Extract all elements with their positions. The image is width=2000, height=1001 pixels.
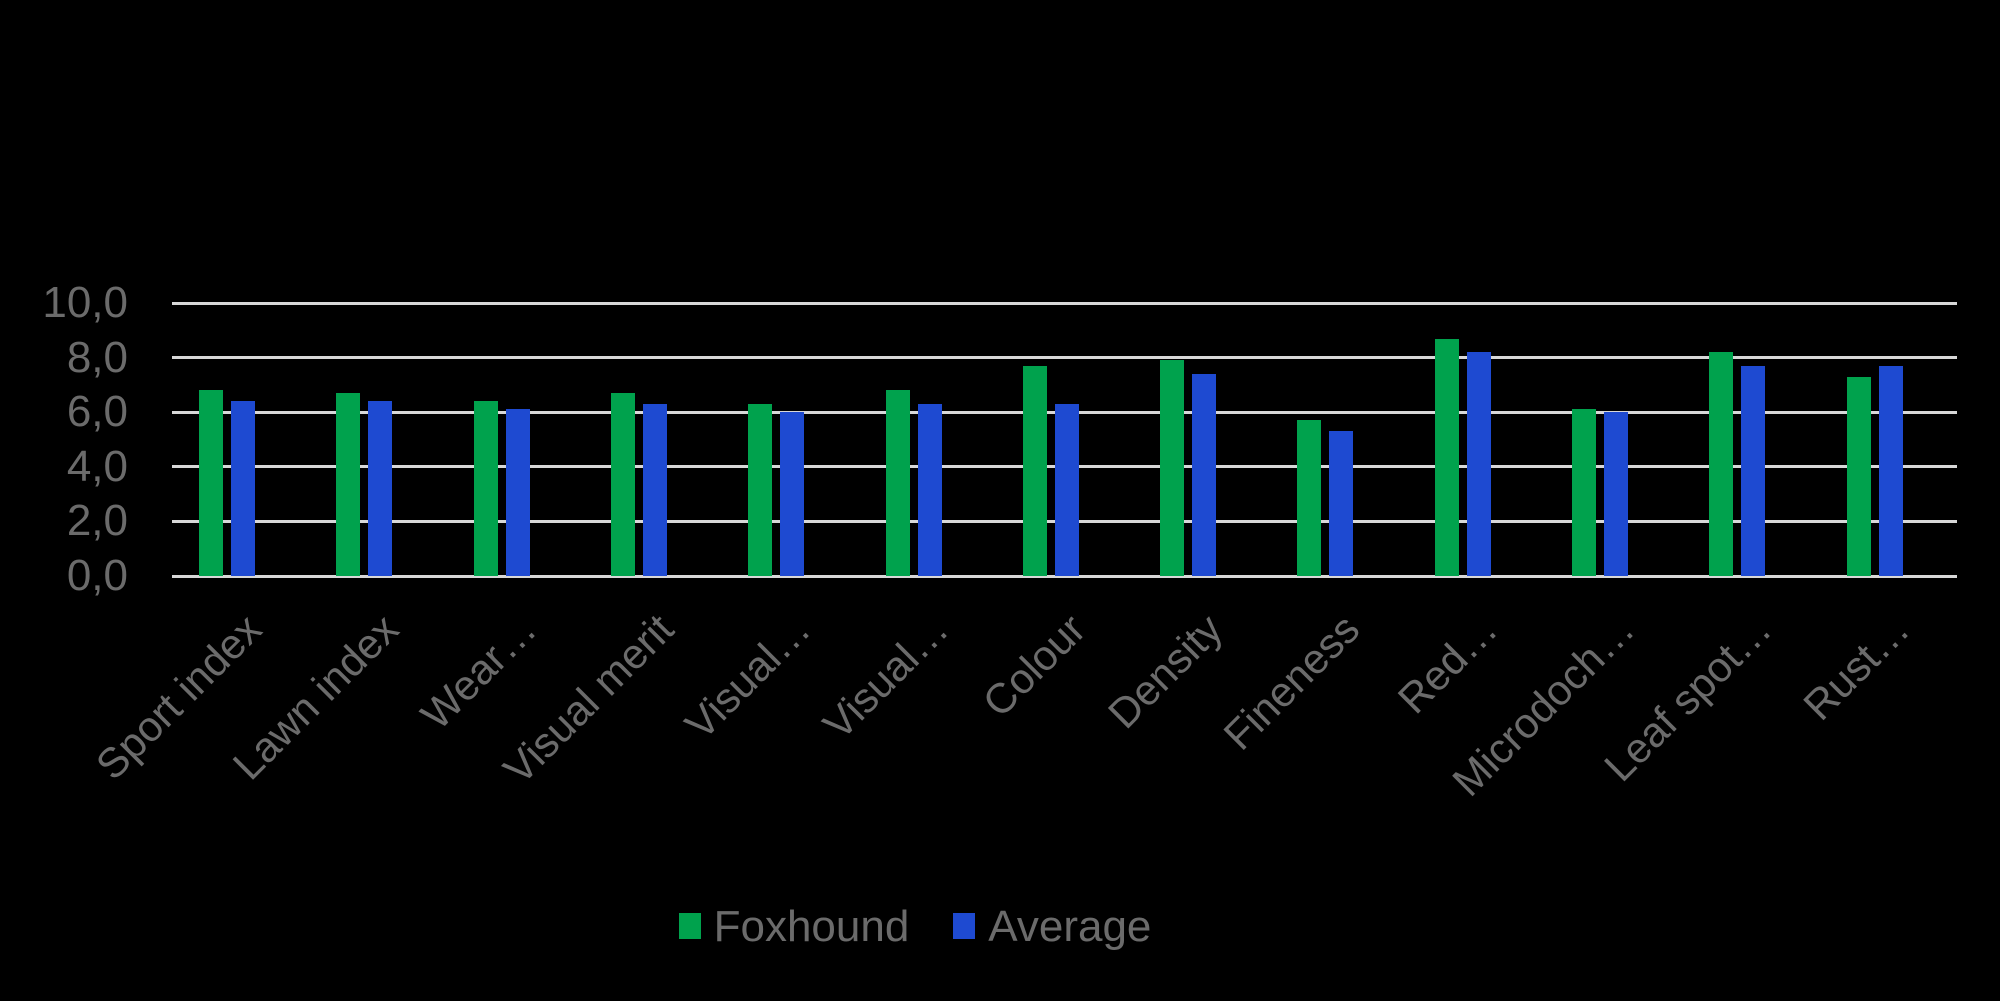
x-tick-label-fineness: Fineness	[1214, 605, 1369, 759]
x-tick-label-visual: Visual…	[813, 605, 957, 749]
bar-foxhound-leaf-spot	[1709, 352, 1734, 576]
bar-foxhound-visual-merit	[610, 393, 635, 576]
y-tick-label: 8,0	[66, 332, 128, 382]
legend-swatch-foxhound	[678, 913, 701, 939]
x-tick-label-sport-index: Sport index	[86, 605, 271, 789]
bar-foxhound-visual	[885, 390, 910, 576]
bar-average-colour	[1054, 404, 1079, 576]
gridline-8,0	[172, 356, 1957, 360]
gridline-0,0	[172, 574, 1957, 578]
legend-item-average: Average	[953, 900, 1151, 954]
legend-label-foxhound: Foxhound	[713, 902, 910, 951]
x-tick-label-microdoch: Microdoch…	[1443, 605, 1644, 805]
gridline-10,0	[172, 301, 1957, 305]
y-tick-label: 2,0	[66, 496, 128, 546]
bar-average-fineness	[1329, 431, 1354, 576]
legend-swatch-average	[953, 913, 976, 939]
bar-foxhound-rust	[1846, 376, 1871, 576]
bar-average-rust	[1878, 365, 1903, 576]
bar-average-visual	[780, 412, 805, 576]
bar-foxhound-visual	[748, 404, 773, 576]
bar-average-visual	[917, 404, 942, 576]
x-tick-label-visual-merit: Visual merit	[494, 605, 683, 793]
bar-average-density	[1192, 373, 1217, 576]
x-tick-label-rust: Rust…	[1793, 605, 1918, 729]
x-tick-label-visual: Visual…	[676, 605, 820, 749]
bar-average-red	[1466, 352, 1491, 576]
bar-average-wear	[505, 409, 530, 576]
bar-average-sport-index	[231, 401, 255, 576]
y-tick-label: 10,0	[42, 278, 128, 327]
bar-foxhound-red	[1434, 338, 1459, 576]
bar-foxhound-fineness	[1297, 420, 1322, 576]
y-tick-label: 6,0	[66, 387, 128, 437]
bar-foxhound-sport-index	[199, 390, 223, 576]
bar-foxhound-lawn-index	[336, 393, 361, 576]
bar-foxhound-microdoch	[1572, 409, 1597, 576]
bar-average-lawn-index	[368, 401, 393, 576]
legend-item-foxhound: Foxhound	[678, 900, 910, 954]
bar-foxhound-colour	[1022, 365, 1047, 576]
x-tick-label-lawn-index: Lawn index	[224, 605, 408, 789]
x-tick-label-density: Density	[1099, 605, 1232, 738]
bar-average-leaf-spot	[1741, 365, 1766, 576]
y-tick-label: 0,0	[66, 551, 128, 600]
x-tick-label-wear: Wear…	[411, 605, 545, 739]
plot-area	[172, 301, 1957, 578]
bar-average-microdoch	[1604, 412, 1629, 576]
legend-label-average: Average	[988, 902, 1152, 951]
y-axis-labels: 0,0 2,0 4,0 6,0 8,0 10,0	[0, 278, 128, 600]
legend: Foxhound Average	[0, 900, 1830, 954]
bar-foxhound-density	[1160, 360, 1185, 576]
bar-average-visual-merit	[642, 404, 667, 576]
x-tick-label-leaf-spot: Leaf spot…	[1595, 605, 1781, 791]
bar-foxhound-wear	[473, 401, 498, 576]
x-tick-label-red: Red…	[1388, 605, 1506, 723]
x-tick-label-colour: Colour	[973, 605, 1095, 726]
y-tick-label: 4,0	[66, 441, 128, 491]
